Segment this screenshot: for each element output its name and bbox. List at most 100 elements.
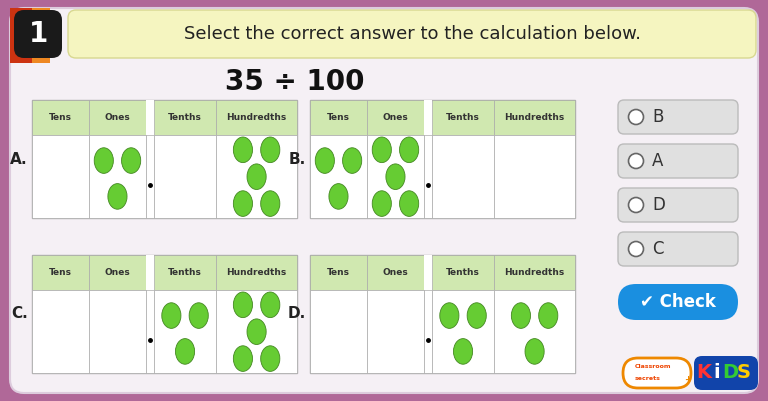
Bar bbox=[32, 255, 297, 373]
Ellipse shape bbox=[399, 137, 419, 163]
Ellipse shape bbox=[538, 303, 558, 328]
Bar bbox=[310, 290, 367, 373]
Ellipse shape bbox=[372, 191, 392, 217]
Text: A: A bbox=[652, 152, 664, 170]
Bar bbox=[432, 255, 494, 290]
Bar bbox=[89, 290, 146, 373]
Ellipse shape bbox=[440, 303, 459, 328]
Ellipse shape bbox=[329, 184, 348, 209]
Text: Classroom: Classroom bbox=[635, 365, 671, 369]
Text: Hundredths: Hundredths bbox=[505, 113, 564, 122]
Ellipse shape bbox=[399, 191, 419, 217]
Text: D.: D. bbox=[288, 306, 306, 322]
Bar bbox=[89, 100, 146, 136]
Ellipse shape bbox=[260, 191, 280, 217]
Ellipse shape bbox=[467, 303, 486, 328]
Ellipse shape bbox=[315, 148, 334, 173]
Bar bbox=[89, 136, 146, 218]
Bar bbox=[154, 255, 216, 290]
Bar bbox=[146, 136, 154, 218]
Ellipse shape bbox=[511, 303, 531, 328]
Bar bbox=[424, 100, 432, 136]
Text: D: D bbox=[652, 196, 665, 214]
Ellipse shape bbox=[189, 303, 208, 328]
Bar bbox=[146, 290, 154, 373]
Bar bbox=[89, 255, 146, 290]
Bar bbox=[32, 290, 89, 373]
Text: Select the correct answer to the calculation below.: Select the correct answer to the calcula… bbox=[184, 25, 641, 43]
Text: K: K bbox=[697, 363, 711, 383]
Ellipse shape bbox=[260, 346, 280, 371]
Text: S: S bbox=[737, 363, 751, 383]
Bar bbox=[154, 136, 216, 218]
Bar bbox=[146, 100, 154, 136]
Bar bbox=[154, 290, 216, 373]
Ellipse shape bbox=[121, 148, 141, 173]
Text: Ones: Ones bbox=[382, 113, 409, 122]
Ellipse shape bbox=[233, 292, 253, 318]
Text: +: + bbox=[684, 375, 691, 385]
Ellipse shape bbox=[260, 137, 280, 163]
Circle shape bbox=[628, 198, 644, 213]
Bar bbox=[424, 136, 432, 218]
Bar bbox=[216, 290, 297, 373]
Text: Tenths: Tenths bbox=[168, 268, 202, 277]
Text: Hundredths: Hundredths bbox=[227, 113, 286, 122]
Bar bbox=[32, 100, 89, 136]
Ellipse shape bbox=[247, 319, 266, 344]
Text: Tens: Tens bbox=[49, 268, 72, 277]
Bar bbox=[216, 100, 297, 136]
Bar bbox=[367, 290, 424, 373]
FancyBboxPatch shape bbox=[623, 358, 691, 388]
Ellipse shape bbox=[247, 164, 266, 190]
FancyBboxPatch shape bbox=[618, 100, 738, 134]
Circle shape bbox=[628, 109, 644, 124]
Bar bbox=[154, 100, 216, 136]
Bar bbox=[32, 136, 89, 218]
Text: Ones: Ones bbox=[382, 268, 409, 277]
FancyBboxPatch shape bbox=[618, 232, 738, 266]
Text: B.: B. bbox=[289, 152, 306, 166]
Text: Hundredths: Hundredths bbox=[505, 268, 564, 277]
Bar bbox=[432, 136, 494, 218]
FancyBboxPatch shape bbox=[694, 356, 758, 390]
Text: D: D bbox=[722, 363, 738, 383]
Bar bbox=[494, 136, 575, 218]
FancyBboxPatch shape bbox=[618, 284, 738, 320]
Bar bbox=[424, 255, 432, 290]
Text: Tenths: Tenths bbox=[446, 113, 480, 122]
FancyBboxPatch shape bbox=[10, 8, 758, 393]
Ellipse shape bbox=[372, 137, 392, 163]
Text: C: C bbox=[652, 240, 664, 258]
Ellipse shape bbox=[233, 191, 253, 217]
Circle shape bbox=[628, 154, 644, 168]
Bar bbox=[216, 255, 297, 290]
Ellipse shape bbox=[233, 137, 253, 163]
Bar bbox=[32, 8, 50, 63]
Ellipse shape bbox=[233, 346, 253, 371]
Bar bbox=[367, 255, 424, 290]
Text: Ones: Ones bbox=[104, 268, 131, 277]
Ellipse shape bbox=[175, 338, 194, 364]
Text: i: i bbox=[713, 363, 720, 383]
Text: Hundredths: Hundredths bbox=[227, 268, 286, 277]
Bar bbox=[10, 8, 32, 63]
Text: A.: A. bbox=[11, 152, 28, 166]
Ellipse shape bbox=[386, 164, 405, 190]
Bar bbox=[146, 255, 154, 290]
Bar bbox=[310, 100, 367, 136]
Text: Tenths: Tenths bbox=[446, 268, 480, 277]
Text: Tenths: Tenths bbox=[168, 113, 202, 122]
Bar bbox=[367, 136, 424, 218]
Bar bbox=[32, 100, 297, 218]
Text: Ones: Ones bbox=[104, 113, 131, 122]
Ellipse shape bbox=[343, 148, 362, 173]
Text: 1: 1 bbox=[28, 20, 48, 48]
Bar bbox=[310, 136, 367, 218]
Bar bbox=[216, 136, 297, 218]
Text: B: B bbox=[652, 108, 664, 126]
FancyBboxPatch shape bbox=[14, 10, 62, 58]
Text: Tens: Tens bbox=[327, 113, 350, 122]
Ellipse shape bbox=[453, 338, 472, 364]
Circle shape bbox=[628, 241, 644, 257]
